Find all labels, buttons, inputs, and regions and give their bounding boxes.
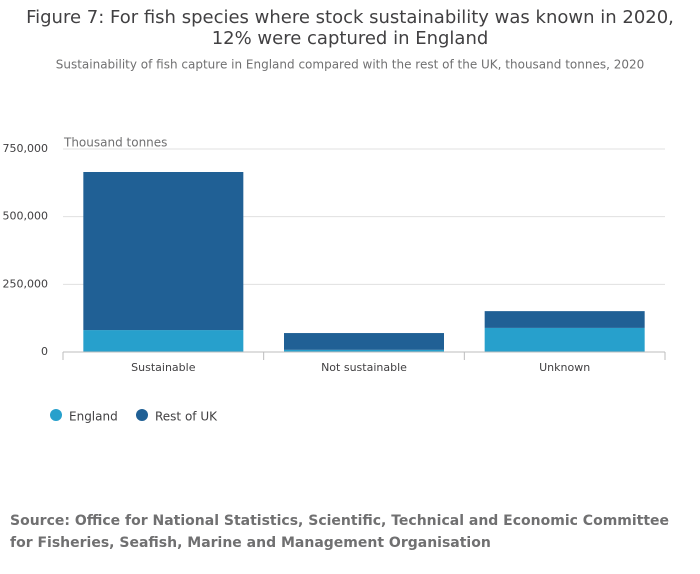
bar-segment: [484, 311, 645, 328]
x-tick-label: Unknown: [539, 361, 590, 374]
bar-segment: [83, 172, 244, 331]
legend-label: Rest of UK: [155, 410, 218, 424]
legend-marker: [50, 409, 62, 421]
chart-subtitle: Sustainability of fish capture in Englan…: [56, 58, 645, 72]
chart-title: Figure 7: For fish species where stock s…: [26, 7, 674, 28]
y-tick-label: 0: [41, 345, 48, 358]
bar-segment: [484, 327, 645, 352]
x-tick-label: Not sustainable: [321, 361, 407, 374]
chart-title: 12% were captured in England: [212, 28, 489, 49]
y-tick-label: 500,000: [3, 210, 49, 223]
legend-marker: [136, 409, 148, 421]
y-axis-label: Thousand tonnes: [63, 136, 167, 150]
bar-segment: [83, 330, 244, 352]
source: Source: Office for National Statistics, …: [10, 513, 670, 551]
x-tick-label: Sustainable: [131, 361, 196, 374]
y-tick-label: 250,000: [3, 277, 49, 290]
bar-segment: [284, 349, 444, 352]
bar-segment: [284, 333, 444, 350]
y-tick-label: 750,000: [3, 142, 49, 155]
legend-label: England: [69, 410, 118, 424]
